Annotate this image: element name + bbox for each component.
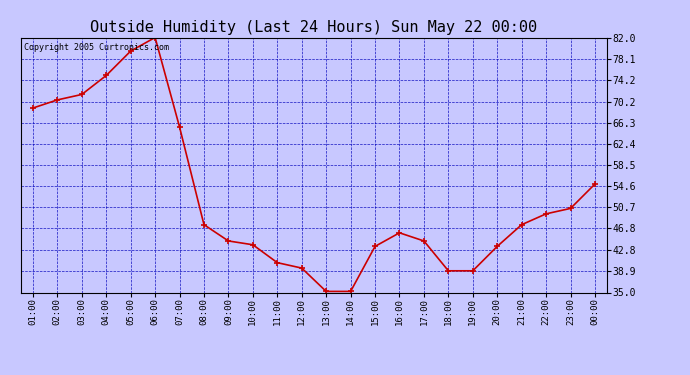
Title: Outside Humidity (Last 24 Hours) Sun May 22 00:00: Outside Humidity (Last 24 Hours) Sun May…	[90, 20, 538, 35]
Text: Copyright 2005 Curtronics.com: Copyright 2005 Curtronics.com	[23, 43, 168, 52]
